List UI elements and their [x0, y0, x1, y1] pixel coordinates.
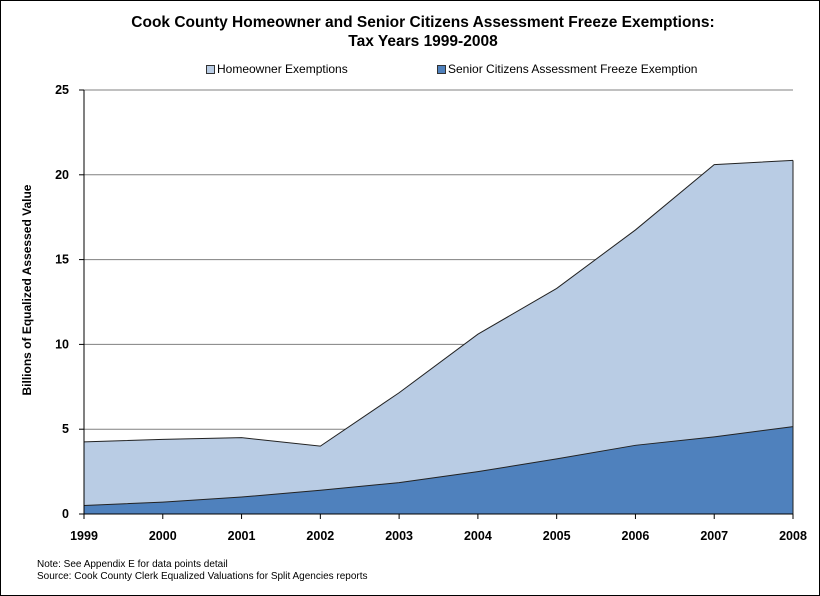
area-layer — [83, 159, 794, 514]
y-tick-label-0: 0 — [62, 507, 69, 521]
x-tick-label-2006: 2006 — [622, 529, 650, 543]
legend-label-senior: Senior Citizens Assessment Freeze Exempt… — [448, 62, 698, 76]
chart-title-line-2: Tax Years 1999-2008 — [348, 33, 498, 50]
x-tick-label-2008: 2008 — [779, 529, 807, 543]
note-source: Source: Cook County Clerk Equalized Valu… — [37, 571, 368, 582]
chart-title-line-1: Cook County Homeowner and Senior Citizen… — [131, 14, 715, 31]
legend-swatch-homeowner — [206, 64, 215, 74]
line-total — [83, 159, 794, 447]
x-tick-label-2004: 2004 — [464, 529, 492, 543]
area-senior-freeze-exemption — [84, 426, 793, 514]
legend-swatch-senior — [437, 64, 446, 74]
note-appendix: Note: See Appendix E for data points det… — [37, 559, 228, 570]
y-tick-label-5: 5 — [62, 422, 69, 436]
chart-notes: Note: See Appendix E for data points det… — [37, 559, 368, 583]
y-tick-label-20: 20 — [55, 168, 69, 182]
x-tick-label-2000: 2000 — [149, 529, 177, 543]
chart-legend: Homeowner Exemptions Senior Citizens Ass… — [0, 62, 820, 78]
x-tick-label-2007: 2007 — [700, 529, 728, 543]
legend-label-homeowner: Homeowner Exemptions — [217, 62, 348, 76]
y-tick-label-15: 15 — [55, 253, 69, 267]
x-tick-label-2001: 2001 — [228, 529, 256, 543]
y-tick-label-10: 10 — [55, 337, 69, 351]
x-tick-label-2003: 2003 — [385, 529, 413, 543]
legend-item-senior: Senior Citizens Assessment Freeze Exempt… — [437, 62, 697, 76]
axis-layer — [79, 89, 794, 519]
line-senior — [83, 426, 794, 507]
chart-title: Cook County Homeowner and Senior Citizen… — [0, 13, 820, 51]
x-tick-label-2005: 2005 — [543, 529, 571, 543]
label-layer: 0 5 10 15 20 25 1999 2000 2001 2002 2003 2004 2005 20… — [55, 83, 807, 543]
x-tick-label-2002: 2002 — [306, 529, 334, 543]
y-tick-label-25: 25 — [55, 83, 69, 97]
x-tick-label-1999: 1999 — [70, 529, 98, 543]
area-homeowner-exemptions — [84, 160, 793, 506]
legend-item-homeowner: Homeowner Exemptions — [206, 62, 348, 76]
